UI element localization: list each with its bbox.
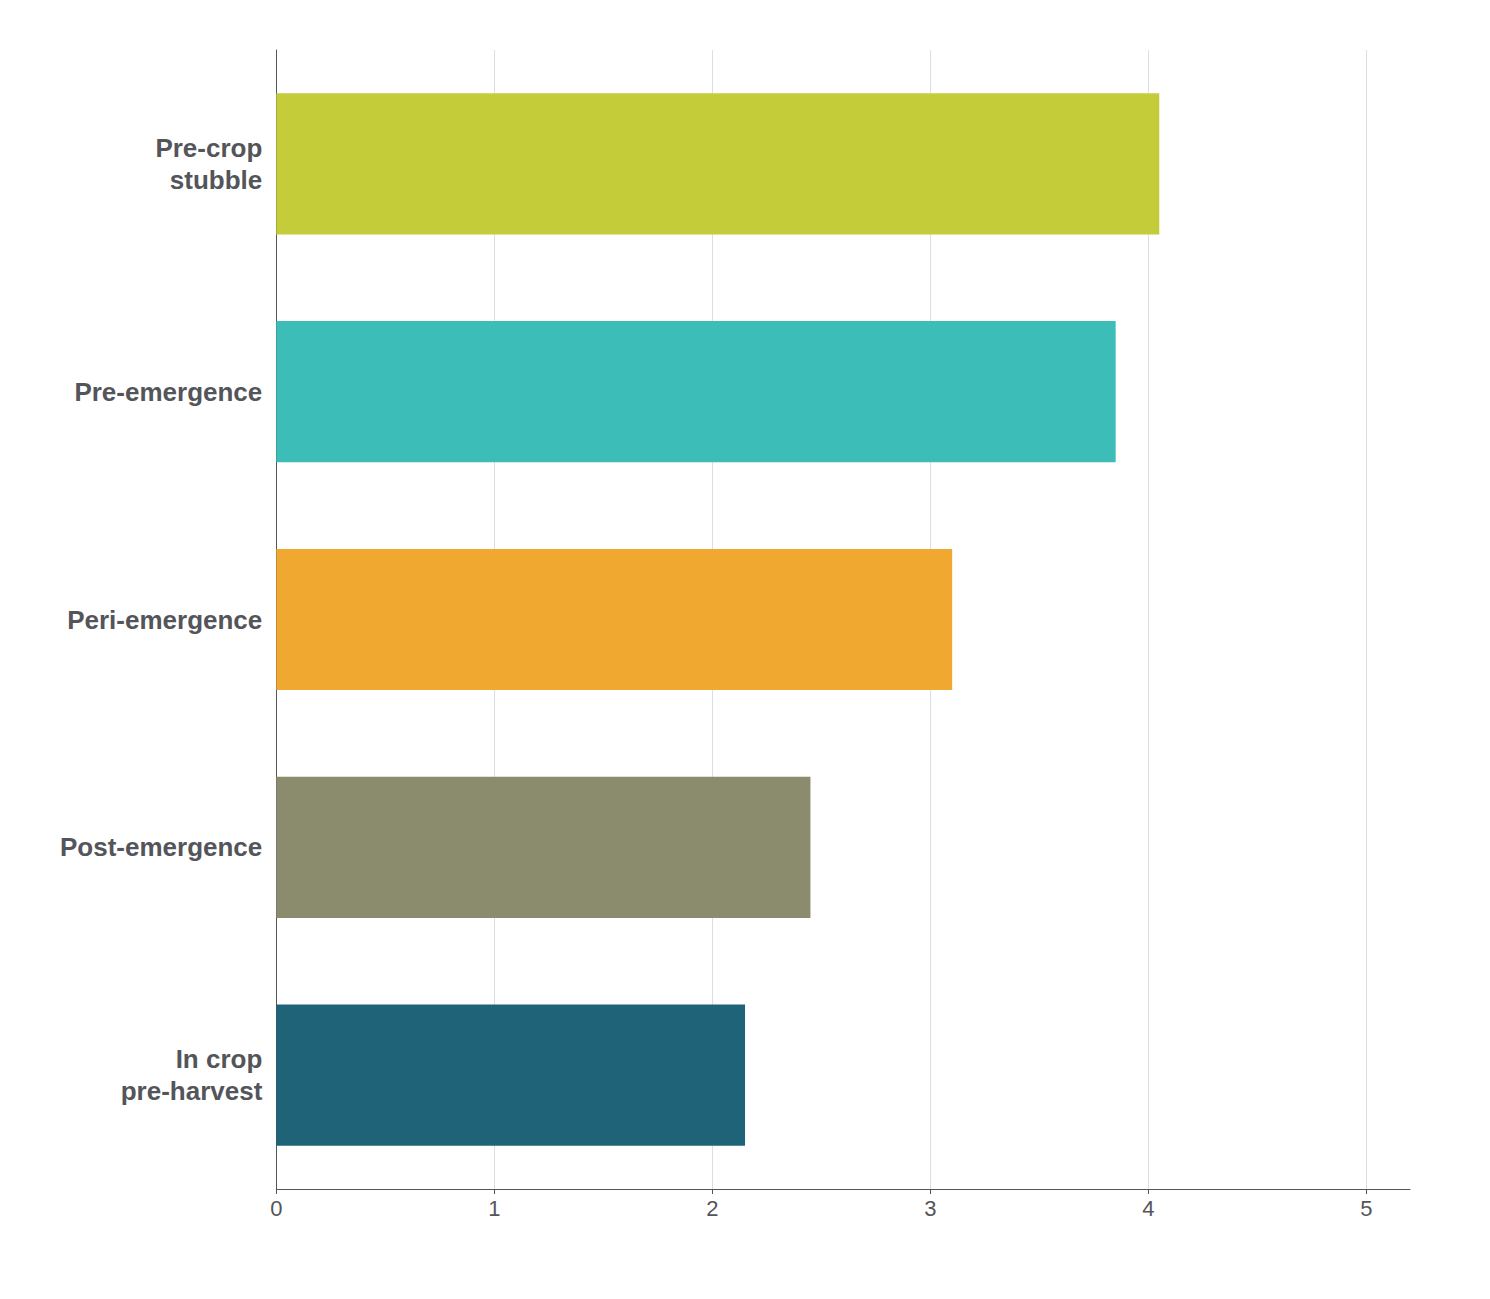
svg-text:1: 1 (488, 1196, 500, 1221)
svg-text:pre-harvest: pre-harvest (121, 1076, 263, 1106)
svg-text:Pre-emergence: Pre-emergence (74, 377, 262, 407)
svg-text:In crop: In crop (176, 1044, 263, 1074)
svg-text:stubble: stubble (170, 165, 262, 195)
svg-text:4: 4 (1142, 1196, 1154, 1221)
svg-text:Peri-emergence: Peri-emergence (67, 605, 262, 635)
svg-text:5: 5 (1360, 1196, 1372, 1221)
svg-text:Pre-crop: Pre-crop (155, 133, 262, 163)
svg-text:0: 0 (270, 1196, 282, 1221)
svg-text:Post-emergence: Post-emergence (60, 832, 262, 862)
svg-text:2: 2 (706, 1196, 718, 1221)
svg-text:3: 3 (924, 1196, 936, 1221)
